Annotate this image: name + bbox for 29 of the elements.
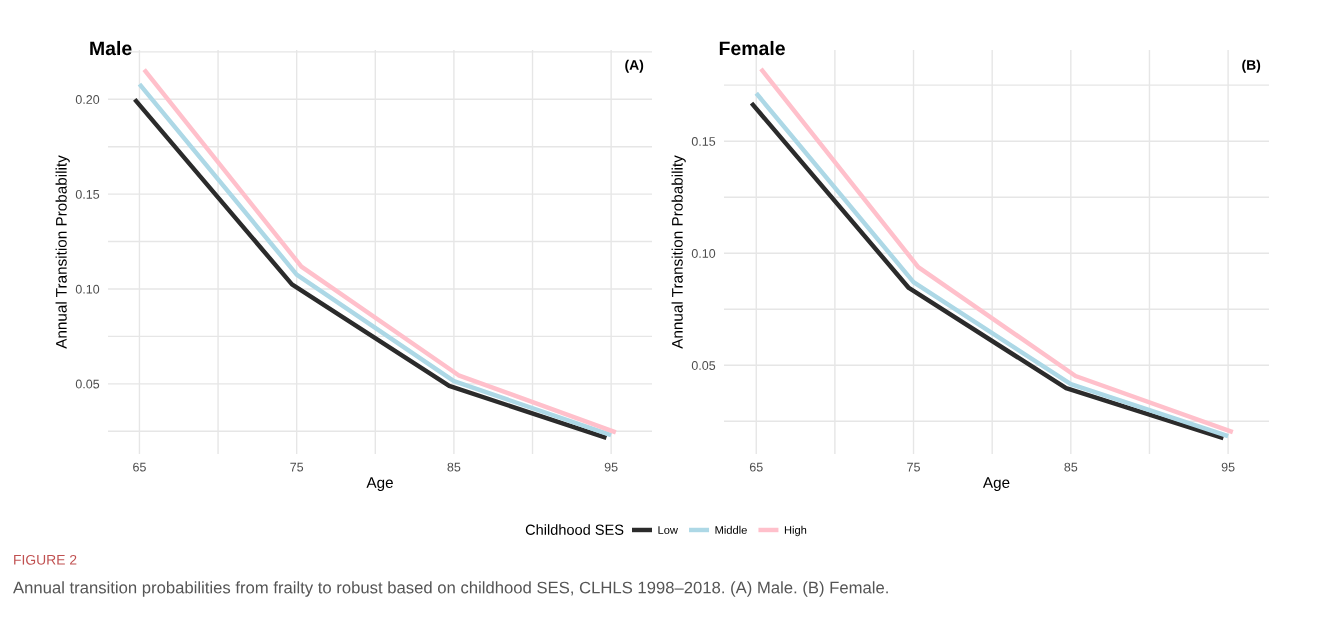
caption: FIGURE 2 [14,554,77,565]
y-axis-title: Annual Transition Probability [671,155,686,349]
x-tick-label: 85 [447,462,461,472]
y-tick-label: 0.15 [691,137,716,146]
y-axis-title: Annual Transition Probability [55,155,70,349]
text: Annual transition probabilities from frailty to robust based on childhood SES, CLHLS 1998–2018. (A) Male. (B) Female. [13,581,888,597]
x-axis-title: Age [366,477,393,492]
chart-title: Male [90,40,132,56]
x-tick-label: 65 [133,462,146,472]
y-tick-label: 0.05 [691,361,716,370]
x-tick-label: 95 [604,462,618,472]
y-tick-label: 0.20 [75,95,100,104]
annotation: (B) [1242,59,1261,73]
y-tick-label: 0.10 [691,249,716,258]
legend-label: Low [658,526,678,534]
legend-label: Middle [715,525,747,534]
x-tick-label: 75 [907,462,920,472]
chart-title: Female [719,40,785,56]
x-tick-label: 65 [749,462,763,472]
y-tick-label: 0.05 [75,379,100,389]
x-tick-label: 95 [1221,462,1235,472]
y-tick-label: 0.10 [75,284,100,294]
x-axis-title: Age [982,477,1010,492]
y-tick-label: 0.15 [75,189,100,199]
legend-label: High [784,525,807,537]
x-tick-label: 85 [1064,462,1078,472]
legend-title: Childhood SES [525,524,624,535]
x-tick-label: 75 [290,462,304,472]
annotation: (A) [625,59,644,73]
